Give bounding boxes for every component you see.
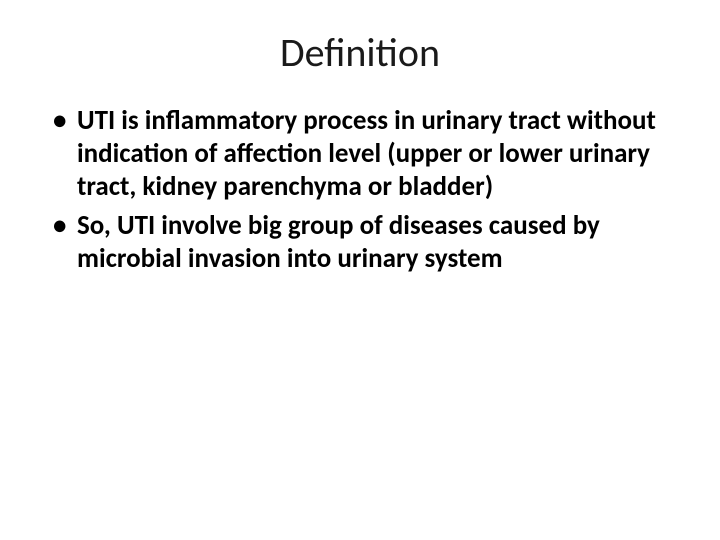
bullet-list: UTI is inflammatory process in urinary t… <box>51 105 675 276</box>
bullet-item: So, UTI involve big group of diseases ca… <box>51 210 675 276</box>
slide-title: Definition <box>45 28 675 77</box>
bullet-item: UTI is inflammatory process in urinary t… <box>51 105 675 204</box>
slide: Definition UTI is inflammatory process i… <box>0 0 720 540</box>
